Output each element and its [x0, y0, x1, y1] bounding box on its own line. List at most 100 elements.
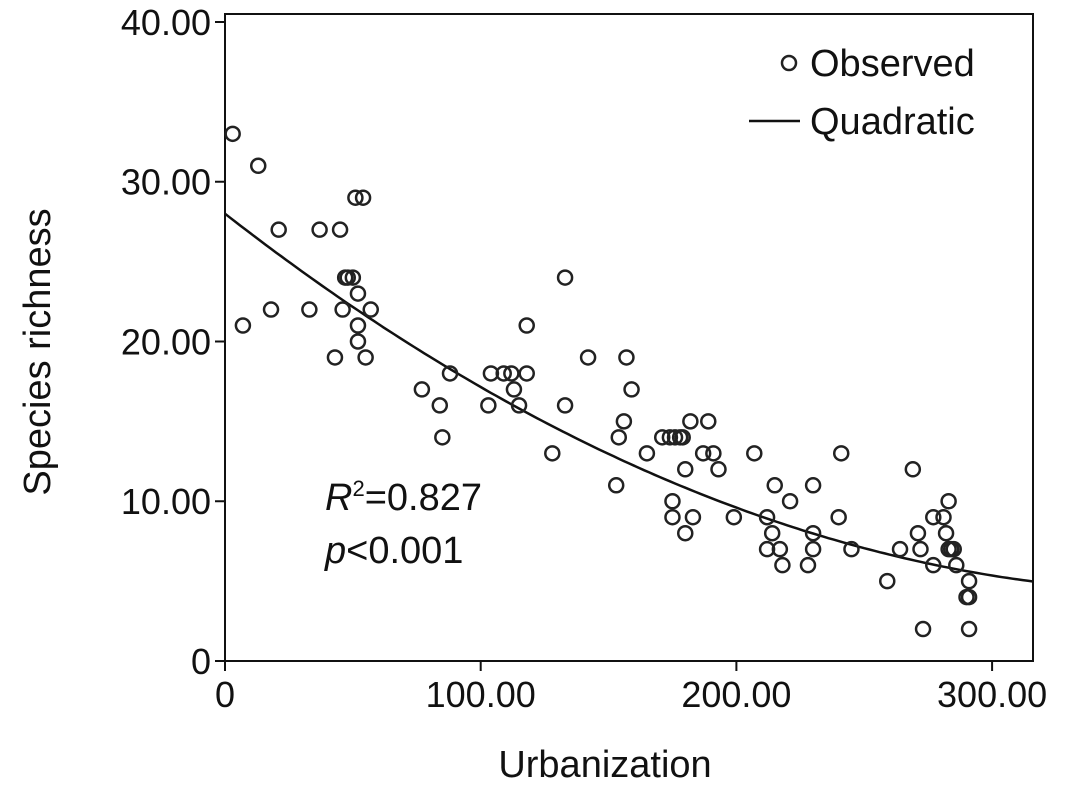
observed-point [518, 317, 535, 334]
y-axis: 0 10.00 20.00 30.00 40.00 [121, 2, 225, 682]
observed-point [518, 365, 535, 382]
observed-point [830, 508, 847, 526]
observed-point [710, 461, 727, 478]
observed-point [960, 572, 978, 590]
observed-point [249, 157, 267, 175]
observed-point [544, 445, 561, 462]
observed-point [344, 269, 362, 286]
observed-point [638, 445, 656, 462]
r-squared-exponent: 2 [352, 476, 364, 501]
observed-point [349, 317, 367, 334]
observed-point [774, 556, 791, 574]
observed-point [940, 492, 957, 510]
observed-point [503, 365, 520, 382]
observed-point [937, 524, 955, 542]
observed-point [505, 381, 523, 398]
observed-point [832, 445, 850, 462]
observed-point [879, 572, 896, 590]
r-squared-symbol: R [325, 477, 352, 519]
observed-point [556, 269, 574, 286]
p-value-annotation: p<0.001 [324, 530, 463, 572]
observed-point [960, 588, 978, 606]
observed-point [758, 508, 776, 526]
observed-point [935, 508, 952, 526]
legend-observed-label: Observed [810, 43, 975, 85]
observed-point [434, 429, 451, 446]
x-axis: 0 100.00 200.00 300.00 [215, 661, 1047, 715]
y-axis-title: Species richness [17, 208, 59, 495]
r-squared-value: =0.827 [365, 477, 482, 519]
legend: Observed Quadratic [749, 43, 975, 143]
observed-point [339, 269, 356, 286]
observed-point [771, 540, 789, 558]
observed-point [909, 524, 927, 542]
observed-point [354, 189, 372, 206]
observed-point [262, 301, 280, 318]
observed-points-layer [224, 125, 978, 638]
r-squared-annotation: R2=0.827 [325, 476, 482, 519]
observed-point [331, 221, 349, 238]
plot-frame [224, 13, 1034, 662]
observed-point [301, 301, 318, 318]
observed-point [912, 540, 929, 558]
quadratic-fit-line [224, 212, 1034, 583]
observed-point [677, 524, 694, 542]
observed-point [948, 556, 965, 574]
observed-point [763, 524, 781, 542]
observed-point [270, 221, 287, 238]
observed-point [960, 620, 978, 638]
observed-point [362, 301, 379, 318]
observed-point [510, 397, 528, 414]
x-axis-title: Urbanization [498, 744, 711, 786]
observed-point [677, 461, 694, 478]
observed-point [804, 477, 822, 494]
observed-point [664, 492, 681, 510]
observed-point [674, 429, 691, 446]
legend-quadratic-label: Quadratic [810, 101, 975, 143]
y-tick-label: 0 [191, 641, 211, 682]
observed-point [891, 540, 909, 558]
quadratic-fit-layer [224, 212, 1034, 583]
observed-point [914, 620, 932, 638]
observed-point [904, 461, 922, 478]
observed-point [441, 365, 459, 382]
observed-point [480, 397, 497, 414]
observed-point [725, 508, 743, 526]
y-tick-label: 40.00 [121, 2, 211, 43]
observed-point [431, 397, 449, 414]
x-tick-label: 300.00 [937, 674, 1047, 715]
observed-point [349, 333, 367, 350]
observed-point [347, 189, 364, 206]
observed-point [804, 524, 822, 542]
y-tick-label: 10.00 [121, 481, 211, 522]
observed-point [684, 508, 702, 526]
y-tick-label: 30.00 [121, 162, 211, 203]
observed-point [682, 413, 699, 430]
x-tick-label: 0 [215, 674, 235, 715]
observed-point [843, 540, 860, 558]
observed-point [224, 125, 241, 143]
observed-point [579, 349, 597, 366]
observed-point [925, 508, 942, 526]
observed-point [618, 349, 635, 366]
y-tick-label: 20.00 [121, 321, 211, 362]
observed-point [357, 349, 374, 366]
observed-point [746, 445, 763, 462]
observed-point [413, 381, 431, 398]
observed-point [945, 540, 962, 558]
observed-point [334, 301, 351, 318]
legend-observed-marker [780, 54, 798, 72]
x-tick-label: 100.00 [426, 674, 536, 715]
observed-point [766, 477, 783, 494]
x-tick-label: 200.00 [681, 674, 791, 715]
observed-point [700, 413, 717, 430]
observed-point [607, 477, 625, 494]
observed-point [623, 381, 640, 398]
p-value: <0.001 [346, 530, 463, 572]
observed-point [705, 445, 722, 462]
observed-point [349, 285, 367, 302]
observed-point [781, 492, 799, 510]
observed-point [799, 556, 817, 574]
observed-point [234, 317, 252, 334]
